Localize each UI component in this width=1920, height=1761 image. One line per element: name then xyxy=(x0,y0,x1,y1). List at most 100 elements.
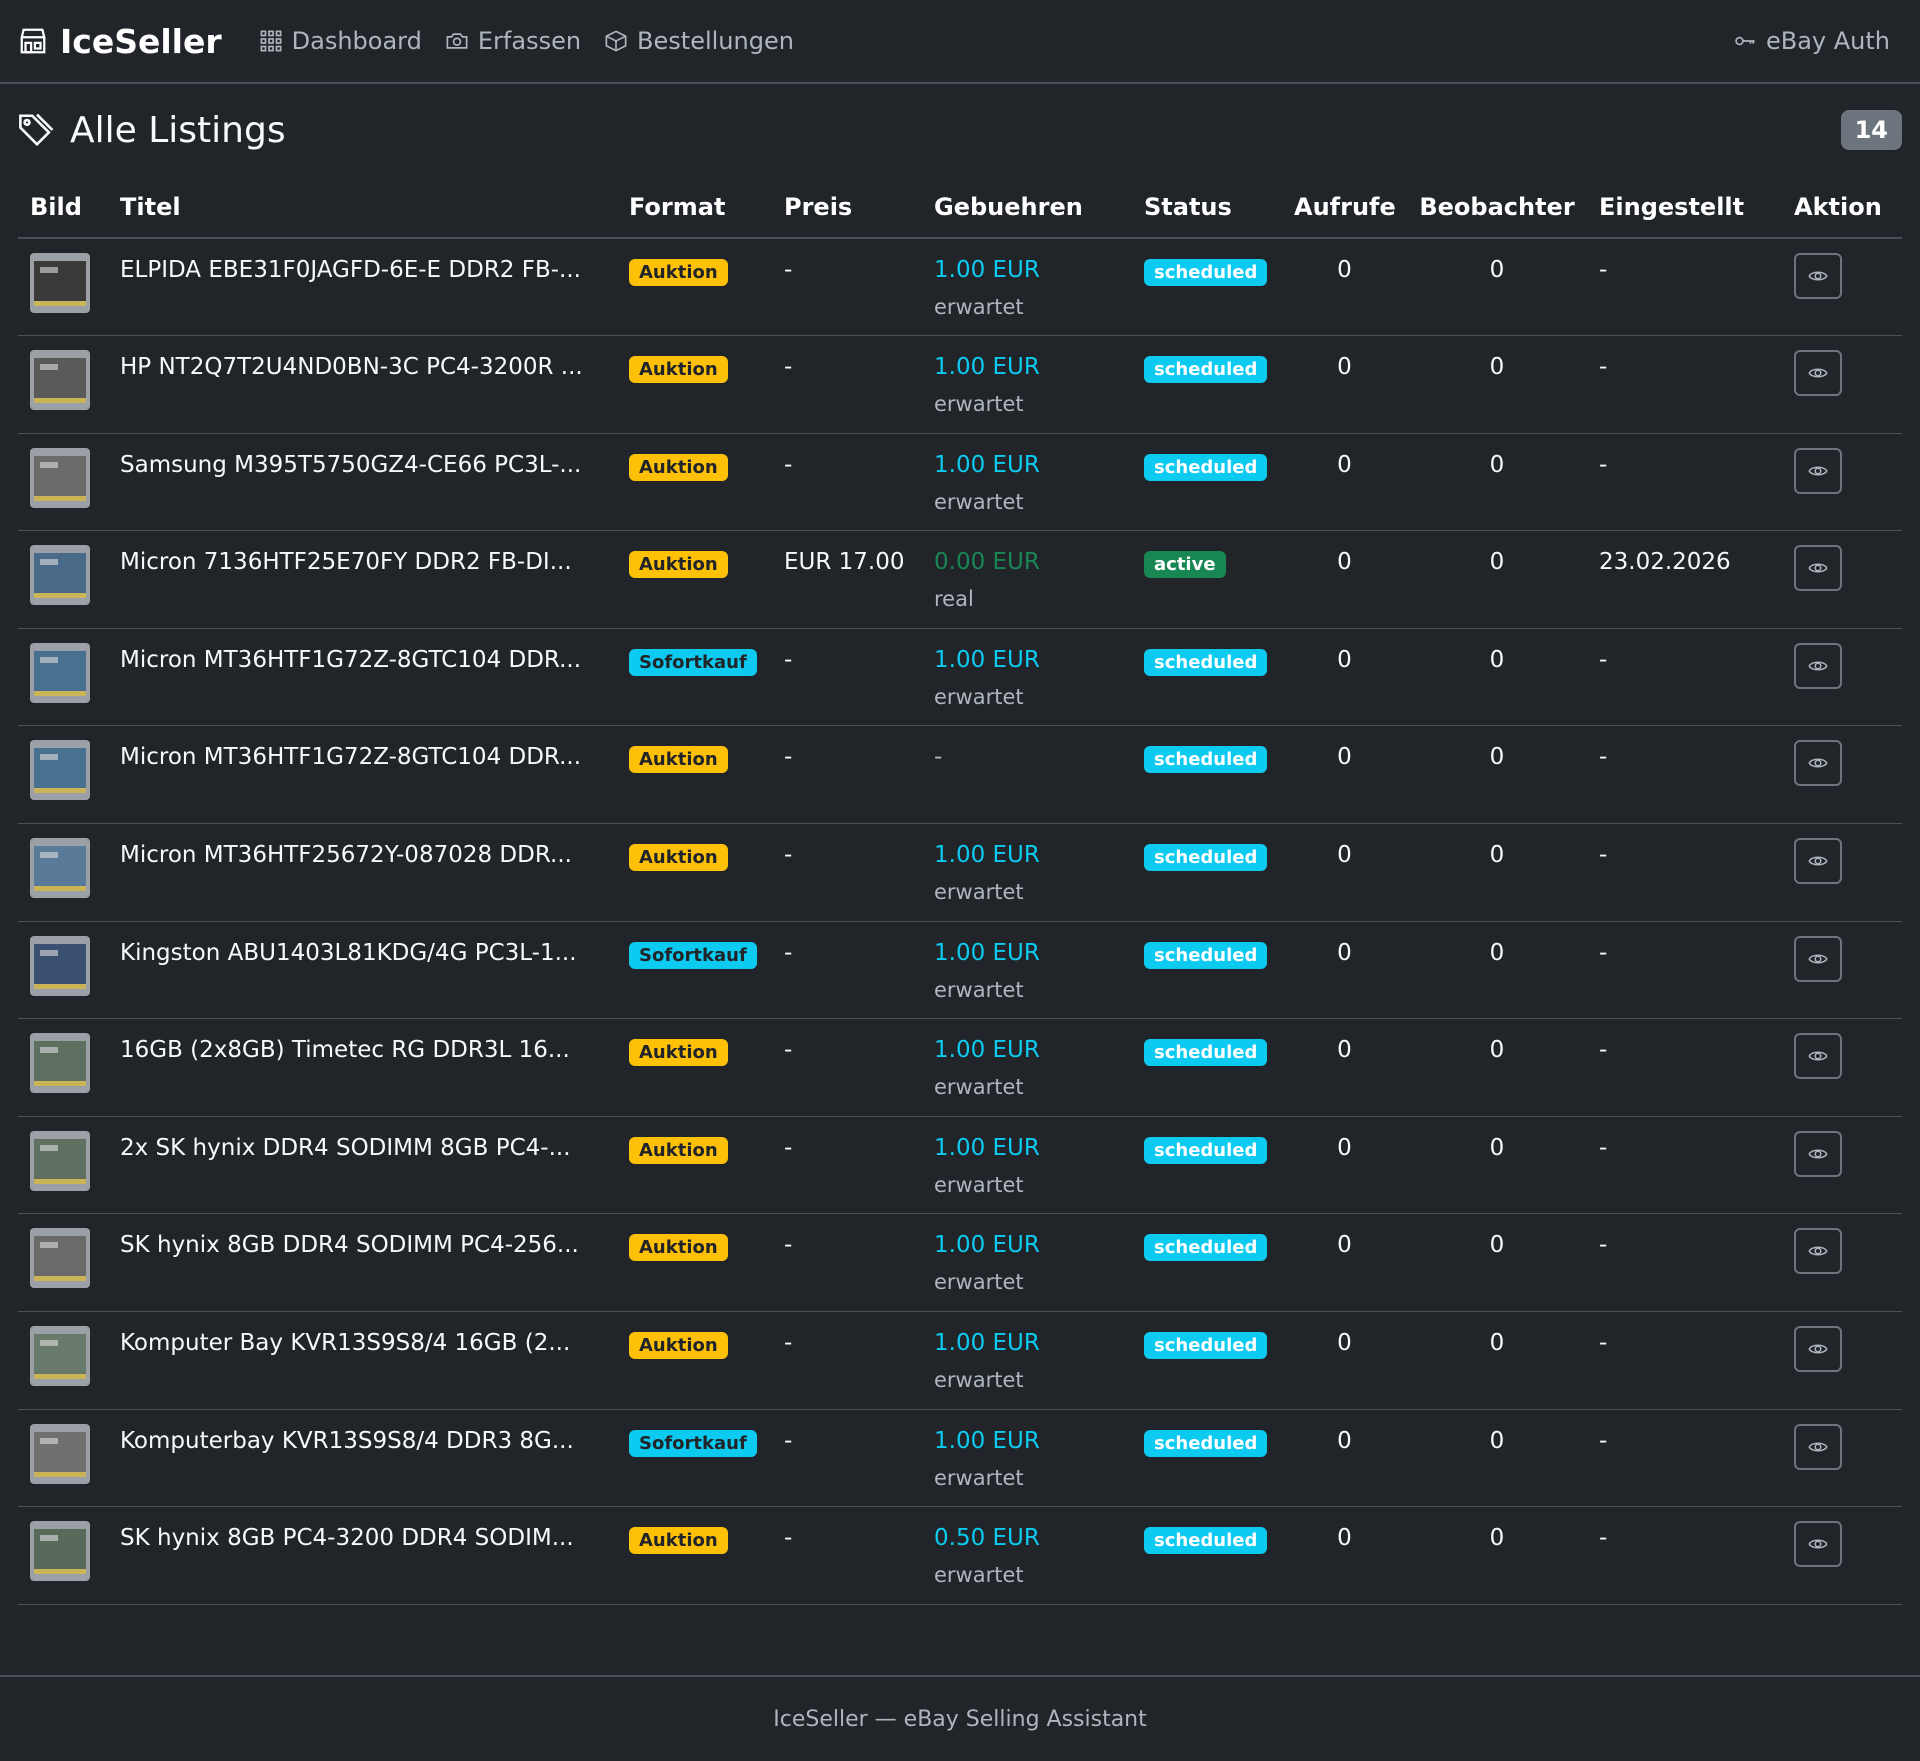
title-cell: Kingston ABU1403L81KDG/4G PC3L-1... xyxy=(108,921,617,1020)
product-thumbnail[interactable] xyxy=(30,253,90,313)
price-value: - xyxy=(784,1525,793,1552)
views-cell: 0 xyxy=(1282,530,1407,629)
watchers-value: 0 xyxy=(1489,1525,1505,1552)
eye-icon xyxy=(1808,954,1828,964)
product-thumbnail[interactable] xyxy=(30,740,90,801)
view-listing-button[interactable] xyxy=(1794,740,1842,787)
watchers-value: 0 xyxy=(1489,1037,1505,1064)
views-cell: 0 xyxy=(1282,1018,1407,1117)
product-thumbnail[interactable] xyxy=(30,1423,90,1484)
watchers-value: 0 xyxy=(1489,1330,1505,1357)
views-value: 0 xyxy=(1337,1134,1352,1161)
product-thumbnail[interactable] xyxy=(30,642,90,703)
table-header-row: Bild Titel Format Preis Gebuehren Status… xyxy=(18,176,1902,239)
listed-date: - xyxy=(1599,646,1608,673)
status-cell: scheduled xyxy=(1132,1311,1282,1410)
status-cell: scheduled xyxy=(1132,823,1282,922)
view-listing-button[interactable] xyxy=(1794,1033,1842,1080)
views-value: 0 xyxy=(1337,257,1352,283)
nav-ebay-auth[interactable]: eBay Auth xyxy=(1734,27,1890,55)
eye-icon xyxy=(1808,1344,1828,1354)
price-value: - xyxy=(784,1427,793,1454)
title-cell: ELPIDA EBE31F0JAGFD-6E-E DDR2 FB-... xyxy=(108,238,617,337)
action-cell xyxy=(1782,1018,1902,1117)
view-listing-button[interactable] xyxy=(1794,1326,1842,1373)
views-value: 0 xyxy=(1337,354,1352,381)
product-thumbnail[interactable] xyxy=(30,1521,90,1582)
view-listing-button[interactable] xyxy=(1794,1130,1842,1177)
view-listing-button[interactable] xyxy=(1794,935,1842,982)
product-thumbnail[interactable] xyxy=(30,1326,90,1387)
price-value: - xyxy=(784,1037,793,1064)
table-row: Micron MT36HTF1G72Z-8GTC104 DDR... Sofort… xyxy=(18,628,1902,727)
status-badge: scheduled xyxy=(1144,1527,1268,1555)
listed-cell: - xyxy=(1587,628,1782,727)
product-thumbnail[interactable] xyxy=(30,1130,90,1191)
table-body: ELPIDA EBE31F0JAGFD-6E-E DDR2 FB-... Aukt… xyxy=(18,238,1902,1605)
price-value: - xyxy=(784,257,793,283)
page-title: Alle Listings xyxy=(18,110,286,151)
title-cell: HP NT2Q7T2U4ND0BN-3C PC4-3200R ... xyxy=(108,335,617,434)
view-listing-button[interactable] xyxy=(1794,447,1842,494)
camera-icon xyxy=(446,33,468,49)
listing-title: Samsung M395T5750GZ4-CE66 PC3L-... xyxy=(120,451,582,478)
watchers-cell: 0 xyxy=(1407,628,1587,727)
status-badge: scheduled xyxy=(1144,1234,1268,1262)
view-listing-button[interactable] xyxy=(1794,253,1842,299)
nav-bestellungen[interactable]: Bestellungen xyxy=(605,27,794,55)
fee-value: 1.00 EUR xyxy=(934,257,1040,283)
product-thumbnail[interactable] xyxy=(30,1033,90,1094)
price-value: - xyxy=(784,1330,793,1357)
view-listing-button[interactable] xyxy=(1794,1228,1842,1275)
view-listing-button[interactable] xyxy=(1794,545,1842,592)
status-badge: active xyxy=(1144,551,1226,579)
product-thumbnail[interactable] xyxy=(30,935,90,996)
footer: IceSeller — eBay Selling Assistant xyxy=(0,1675,1920,1761)
listed-date: - xyxy=(1599,1134,1608,1161)
view-listing-button[interactable] xyxy=(1794,838,1842,885)
product-thumbnail[interactable] xyxy=(30,838,90,899)
listed-cell: - xyxy=(1587,335,1782,434)
thumbnail-cell xyxy=(18,335,108,434)
format-cell: Auktion xyxy=(617,530,772,629)
thumbnail-cell xyxy=(18,1213,108,1313)
view-listing-button[interactable] xyxy=(1794,1423,1842,1470)
eye-icon xyxy=(1808,661,1828,671)
watchers-cell: 0 xyxy=(1407,530,1587,629)
fee-cell: 1.00 EUR erwartet xyxy=(922,1213,1132,1313)
views-cell: 0 xyxy=(1282,433,1407,532)
watchers-value: 0 xyxy=(1489,1427,1505,1454)
title-cell: Komputer Bay KVR13S9S8/4 16GB (2... xyxy=(108,1311,617,1410)
status-cell: scheduled xyxy=(1132,921,1282,1020)
fee-value: 1.00 EUR xyxy=(934,1134,1040,1161)
col-header-gebuehren: Gebuehren xyxy=(922,176,1132,239)
nav-dashboard[interactable]: Dashboard xyxy=(260,27,422,55)
table-row: HP NT2Q7T2U4ND0BN-3C PC4-3200R ... Auktio… xyxy=(18,335,1902,434)
watchers-cell: 0 xyxy=(1407,335,1587,434)
view-listing-button[interactable] xyxy=(1794,350,1842,397)
fee-value: 1.00 EUR xyxy=(934,1427,1040,1454)
nav-erfassen[interactable]: Erfassen xyxy=(446,27,581,55)
watchers-value: 0 xyxy=(1489,939,1505,966)
listed-cell: - xyxy=(1587,725,1782,825)
eye-icon xyxy=(1808,1539,1828,1549)
brand-link[interactable]: IceSeller xyxy=(18,22,222,61)
view-listing-button[interactable] xyxy=(1794,642,1842,689)
thumbnail-cell xyxy=(18,1409,108,1508)
title-cell: Micron MT36HTF1G72Z-8GTC104 DDR... xyxy=(108,628,617,727)
table-row: 16GB (2x8GB) Timetec RG DDR3L 16... Aukti… xyxy=(18,1018,1902,1117)
product-thumbnail[interactable] xyxy=(30,447,90,508)
table-row: Komputerbay KVR13S9S8/4 DDR3 8G... Sofort… xyxy=(18,1409,1902,1508)
fee-note: erwartet xyxy=(934,295,1024,319)
view-listing-button[interactable] xyxy=(1794,1521,1842,1568)
watchers-value: 0 xyxy=(1489,1134,1505,1161)
table-row: Micron 7136HTF25E70FY DDR2 FB-DI... Aukti… xyxy=(18,530,1902,629)
product-thumbnail[interactable] xyxy=(30,545,90,606)
status-badge: scheduled xyxy=(1144,1332,1268,1360)
watchers-cell: 0 xyxy=(1407,1116,1587,1215)
thumbnail-cell xyxy=(18,1018,108,1117)
format-cell: Auktion xyxy=(617,1018,772,1117)
product-thumbnail[interactable] xyxy=(30,1228,90,1289)
product-thumbnail[interactable] xyxy=(30,350,90,411)
brand-name: IceSeller xyxy=(60,21,222,61)
